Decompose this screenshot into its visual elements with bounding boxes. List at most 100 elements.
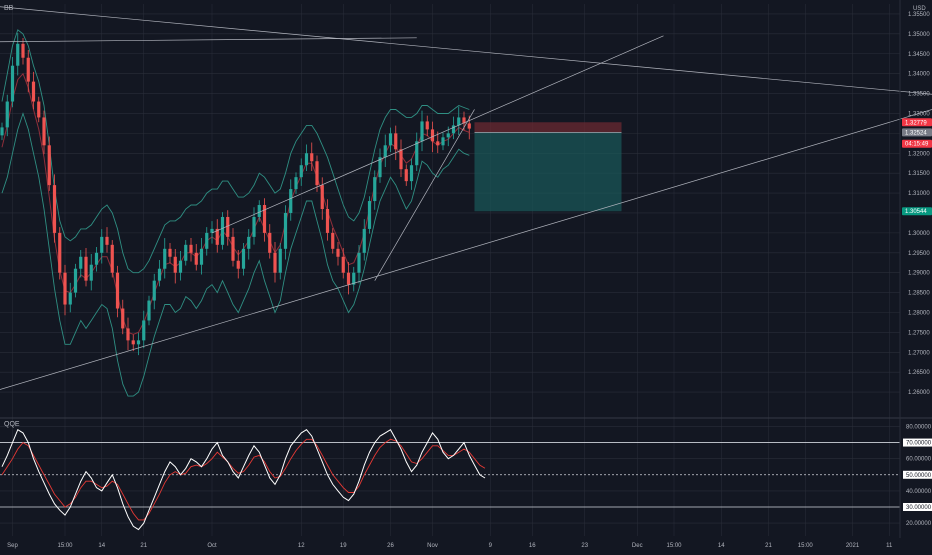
- oscillator-tick-label: 60.00000: [906, 457, 932, 463]
- candle-up: [205, 232, 209, 249]
- candle-down: [215, 228, 219, 245]
- time-tick-label: 16: [529, 543, 536, 549]
- candle-down: [425, 121, 429, 130]
- time-tick-label: 21: [765, 543, 772, 549]
- candle-up: [10, 65, 15, 102]
- candle-down: [105, 236, 109, 245]
- time-tick-label: Sep: [7, 543, 18, 549]
- candle-up: [247, 236, 251, 249]
- price-tick-label: 1.27500: [908, 330, 930, 336]
- time-tick-label: 15:00: [666, 543, 682, 549]
- level-badge: [903, 438, 932, 447]
- time-tick-label: 14: [98, 543, 105, 549]
- candle-up: [278, 248, 282, 273]
- candle-up: [367, 201, 372, 229]
- currency-label: USD: [913, 6, 926, 12]
- candle-down: [273, 252, 277, 273]
- price-badge-text-target: 1.30544: [905, 209, 927, 215]
- candle-down: [126, 328, 130, 341]
- candle-up: [241, 248, 246, 269]
- short-position-tool[interactable]: [474, 122, 622, 212]
- candle-up: [352, 272, 356, 285]
- candle-up: [383, 145, 387, 158]
- price-tick-label: 1.34000: [908, 72, 930, 78]
- candle-down: [404, 169, 408, 182]
- trendline: [211, 35, 664, 234]
- candle-down: [26, 57, 30, 82]
- qqe-lines: [1, 428, 486, 531]
- candle-up: [451, 125, 456, 134]
- price-badge-text-stop: 1.32779: [905, 120, 927, 126]
- candle-down: [58, 232, 62, 273]
- time-axis[interactable]: Sep 15:00 14 21 Oct 12 19 26 Nov 9 16 23 Dec 15:00 14 2…: [7, 543, 893, 549]
- candle-up: [199, 248, 204, 265]
- candle-down: [341, 256, 345, 273]
- candle-up: [152, 280, 156, 301]
- upper-band: [1, 29, 470, 274]
- candle-up: [441, 137, 445, 146]
- time-tick-label: 21: [140, 543, 147, 549]
- candle-up: [184, 244, 188, 261]
- candle-up: [388, 133, 393, 146]
- time-tick-label: 15:00: [57, 543, 73, 549]
- price-badge-text-entry: 1.32524: [905, 130, 927, 136]
- candle-up: [373, 177, 377, 202]
- candle-up: [178, 260, 183, 273]
- candle-up: [0, 127, 4, 136]
- candle-down: [21, 43, 25, 58]
- main-grid: [0, 4, 900, 536]
- time-tick-label: 19: [340, 543, 347, 549]
- trendline: [374, 109, 475, 281]
- price-axis[interactable]: 1.35500 1.35000 1.34500 1.34000 1.33500 1.330…: [908, 12, 930, 396]
- candle-up: [220, 216, 225, 245]
- price-tick-label: 1.31500: [908, 171, 930, 177]
- candle-up: [304, 153, 309, 166]
- candles: [0, 33, 471, 356]
- candle-down: [194, 252, 198, 265]
- bb-indicator-label[interactable]: BB: [4, 5, 14, 12]
- take-profit-zone: [474, 132, 622, 212]
- candle-down: [325, 209, 330, 233]
- time-tick-label: 12: [298, 543, 305, 549]
- time-tick-label: 26: [387, 543, 394, 549]
- candle-down: [131, 340, 135, 345]
- candle-down: [31, 81, 36, 102]
- candle-down: [63, 272, 67, 305]
- candle-up: [5, 101, 9, 128]
- price-tick-label: 1.33000: [908, 111, 930, 117]
- price-badge-timer: [902, 139, 932, 148]
- trendline: [0, 6, 932, 95]
- time-tick-label: 23: [581, 543, 588, 549]
- candle-up: [147, 300, 151, 321]
- price-badge-target: [902, 207, 932, 216]
- oscillator-tick-label: 30.00000: [906, 505, 932, 511]
- candle-up: [79, 256, 83, 269]
- price-badge-stop: [902, 118, 932, 127]
- candle-down: [467, 123, 471, 129]
- time-tick-label: 15:00: [798, 543, 814, 549]
- candle-up: [378, 157, 382, 178]
- trendlines[interactable]: [0, 6, 932, 392]
- candle-up: [357, 252, 361, 273]
- price-tick-label: 1.26000: [908, 390, 930, 396]
- candle-down: [436, 141, 440, 146]
- oscillator-tick-label: 50.00000: [906, 473, 932, 479]
- candle-down: [462, 117, 466, 124]
- stop-loss-zone: [474, 122, 622, 133]
- candle-down: [430, 129, 435, 142]
- oscillator-tick-label: 40.00000: [906, 489, 932, 495]
- candle-down: [231, 236, 235, 261]
- qqe-indicator-label[interactable]: QQE: [4, 421, 20, 428]
- price-tick-label: 1.30000: [908, 231, 930, 237]
- candle-down: [310, 153, 314, 162]
- price-tick-label: 1.32000: [908, 151, 930, 157]
- candle-up: [163, 248, 167, 269]
- candle-down: [236, 260, 240, 269]
- oscillator-axis[interactable]: 80.00000 70.00000 60.00000 50.00000 40.00000…: [903, 424, 932, 527]
- price-tick-label: 1.28000: [908, 310, 930, 316]
- candle-up: [415, 141, 419, 166]
- candle-down: [84, 256, 88, 281]
- candle-up: [257, 205, 261, 217]
- candle-up: [142, 320, 146, 341]
